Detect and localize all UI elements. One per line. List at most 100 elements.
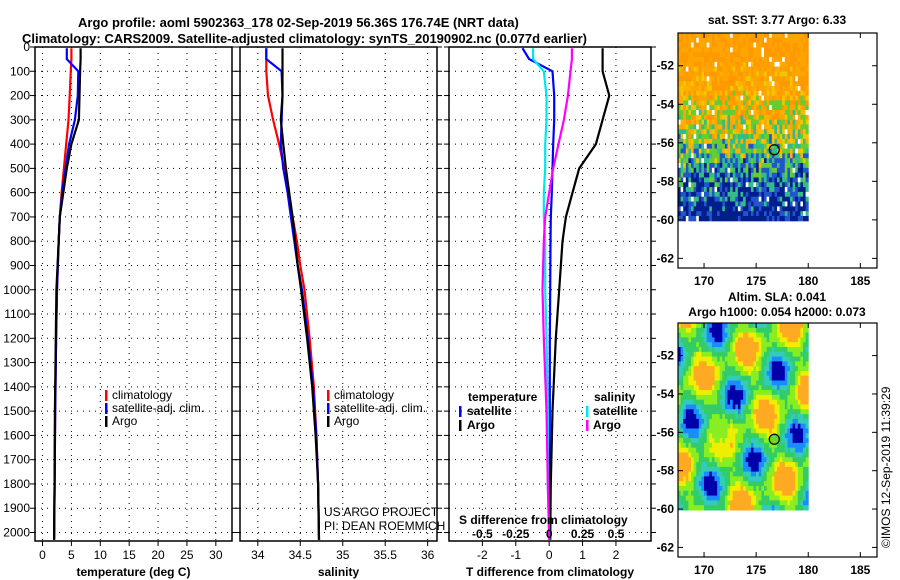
map-cell (748, 394, 752, 401)
map-cell (735, 163, 739, 169)
map-cell (691, 438, 695, 444)
map-cell (756, 182, 760, 188)
map-cell (782, 490, 786, 497)
map-cell (761, 148, 765, 154)
map-cell (797, 138, 801, 145)
map-cell (740, 37, 744, 44)
map-cell (737, 196, 741, 202)
map-cell (803, 61, 807, 68)
map-cell (737, 481, 741, 487)
map-cell (691, 114, 695, 121)
map-cell (693, 86, 697, 92)
map-cell (805, 71, 809, 77)
map-cell (685, 177, 689, 183)
map-cell (753, 86, 757, 92)
map-cell (735, 394, 739, 401)
map-cell (784, 47, 788, 53)
map-cell (688, 71, 692, 77)
map-cell (740, 418, 744, 425)
map-cell (709, 100, 713, 106)
map-cell (766, 356, 770, 362)
map-cell (696, 452, 700, 458)
map-cell (777, 76, 781, 82)
map-cell (701, 81, 705, 87)
map-cell (790, 143, 794, 150)
y-tick-label: 800 (10, 234, 30, 248)
map-cell (719, 76, 723, 82)
map-cell (784, 371, 788, 377)
map-cell (678, 138, 682, 145)
map-cell (753, 337, 757, 343)
map-cell (709, 105, 713, 111)
map-cell (737, 201, 741, 207)
map-cell (790, 323, 794, 329)
map-cell (782, 143, 786, 150)
map-cell (691, 447, 695, 453)
map-cell (693, 495, 697, 501)
map-cell (764, 356, 768, 362)
map-cell (779, 356, 783, 362)
map-cell (805, 114, 809, 121)
map-cell (774, 143, 778, 150)
map-cell (800, 495, 804, 501)
map-cell (782, 423, 786, 429)
map-cell (753, 196, 757, 202)
map-cell (737, 167, 741, 174)
map-cell (737, 177, 741, 183)
map-cell (678, 33, 682, 39)
map-cell (745, 196, 749, 202)
map-cell (795, 37, 799, 44)
map-cell (706, 124, 710, 130)
map-cell (805, 124, 809, 130)
map-cell (717, 423, 721, 429)
map-cell (735, 71, 739, 77)
map-cell (711, 163, 715, 169)
map-cell (701, 129, 705, 135)
map-cell (678, 442, 682, 449)
map-cell (678, 327, 682, 334)
map-cell (701, 191, 705, 198)
map-cell (758, 76, 762, 82)
map-cell (803, 361, 807, 367)
map-cell (766, 438, 770, 444)
map-cell (719, 423, 723, 429)
map-cell (737, 138, 741, 145)
map-cell (797, 495, 801, 501)
map-cell (696, 481, 700, 487)
map-cell (748, 390, 752, 396)
map-cell (701, 66, 705, 72)
map-cell (758, 143, 762, 150)
map-cell (753, 409, 757, 415)
map-cell (803, 476, 807, 482)
map-cell (711, 37, 715, 44)
map-cell (766, 390, 770, 396)
map-cell (748, 423, 752, 429)
map-cell (771, 399, 775, 405)
map-cell (787, 167, 791, 174)
map-cell (779, 47, 783, 53)
map-cell (737, 187, 741, 193)
map-cell (771, 182, 775, 188)
map-cell (714, 394, 718, 401)
profile-panel-3: -2 -1 0 1 2T difference from climatologytemp… (444, 46, 656, 579)
map-cell (771, 371, 775, 377)
map-cell (719, 466, 723, 473)
map-cell (701, 495, 705, 501)
map-cell (709, 110, 713, 116)
map-cell (748, 196, 752, 202)
x-tick-label: 35 (336, 548, 350, 562)
map-cell (693, 134, 697, 140)
map-cell (706, 33, 710, 39)
map-cell (711, 399, 715, 405)
map-cell (698, 361, 702, 367)
map-cell (717, 76, 721, 82)
map-cell (745, 490, 749, 497)
map-cell (761, 486, 765, 492)
map-cell (740, 351, 744, 358)
map-cell (771, 90, 775, 97)
map-cell (685, 323, 689, 329)
map-cell (774, 134, 778, 140)
map-cell (764, 375, 768, 381)
map-cell (737, 61, 741, 68)
map-cell (784, 129, 788, 135)
